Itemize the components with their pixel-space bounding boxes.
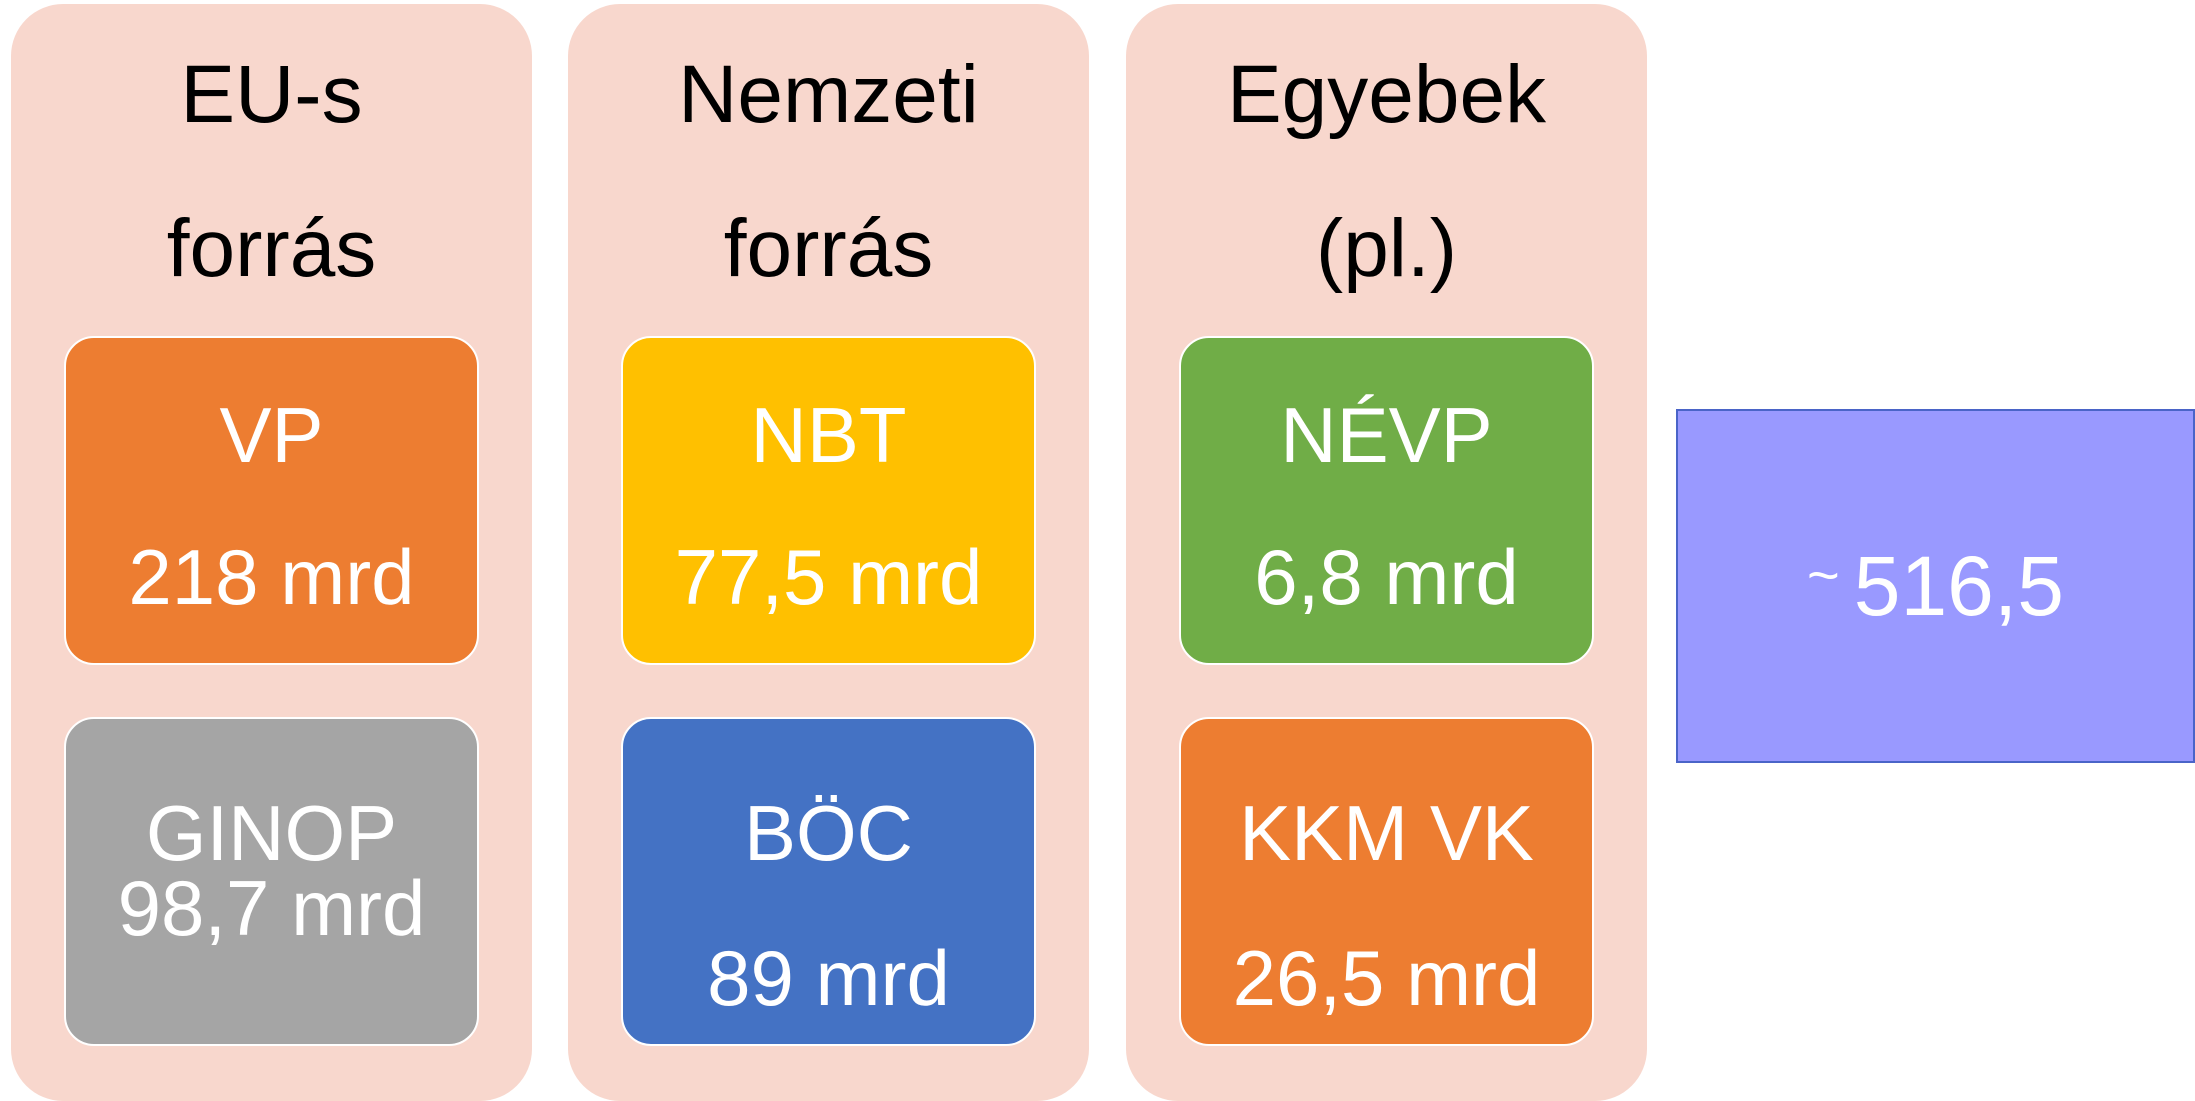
- total-amount: 516,5: [1853, 538, 2064, 633]
- column: Nemzeti forrás NBT 77,5 mrd BÖC 89 mrd: [568, 4, 1089, 1101]
- column-title: forrás: [166, 203, 377, 294]
- fund-box: BÖC 89 mrd: [621, 717, 1036, 1046]
- total-box: ~ 516,5: [1676, 409, 2195, 763]
- fund-box: KKM VK 26,5 mrd: [1179, 717, 1594, 1046]
- column-title: (pl.): [1315, 203, 1458, 294]
- fund-name: BÖC: [743, 789, 914, 877]
- fund-amount: 98,7 mrd: [117, 864, 426, 952]
- fund-name: NBT: [750, 391, 907, 479]
- fund-name: NÉVP: [1280, 391, 1493, 479]
- fund-amount: 26,5 mrd: [1232, 934, 1541, 1022]
- column-title: forrás: [723, 203, 934, 294]
- fund-amount: 218 mrd: [128, 533, 415, 621]
- fund-name: KKM VK: [1239, 789, 1534, 877]
- total-symbol: ~: [1807, 542, 1840, 606]
- fund-box: NÉVP 6,8 mrd: [1179, 336, 1594, 665]
- column: EU-s forrás VP 218 mrd GINOP 98,7 mrd: [11, 4, 532, 1101]
- fund-amount: 89 mrd: [707, 934, 950, 1022]
- column-title: Egyebek: [1226, 49, 1547, 140]
- fund-name: GINOP: [145, 789, 398, 877]
- fund-name: VP: [219, 391, 324, 479]
- fund-box: VP 218 mrd: [64, 336, 479, 665]
- column-title: Nemzeti: [678, 49, 979, 140]
- column: Egyebek (pl.) NÉVP 6,8 mrd KKM VK 26,5 mrd: [1126, 4, 1647, 1101]
- fund-amount: 77,5 mrd: [674, 533, 983, 621]
- column-title: EU-s: [180, 49, 363, 140]
- fund-box: GINOP 98,7 mrd: [64, 717, 479, 1046]
- fund-amount: 6,8 mrd: [1254, 533, 1519, 621]
- fund-box: NBT 77,5 mrd: [621, 336, 1036, 665]
